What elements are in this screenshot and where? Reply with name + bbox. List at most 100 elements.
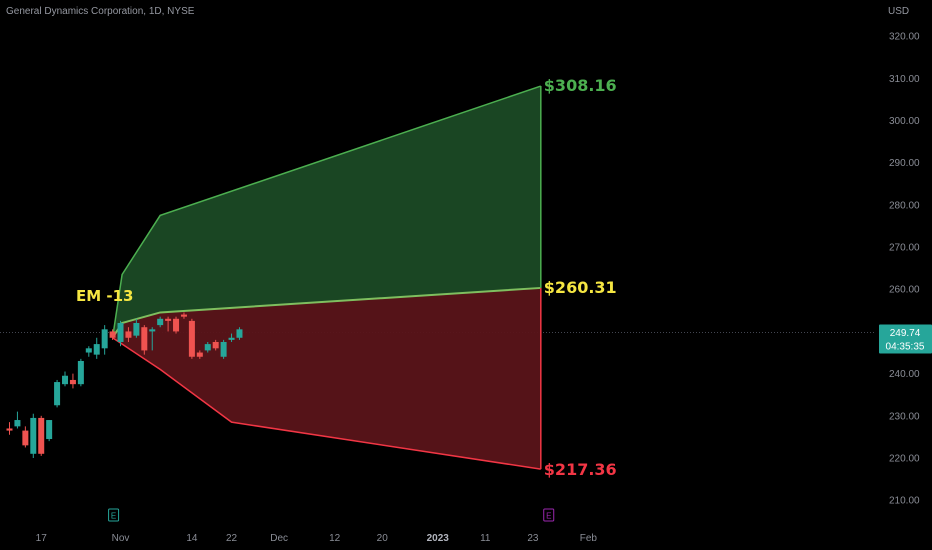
x-tick-label: 14: [186, 533, 198, 544]
earnings-marker-icon: E: [543, 508, 555, 522]
candle-body: [196, 352, 203, 357]
price-axis: 320.00 310.00 300.00 290.00 280.00 270.00 260.…: [879, 32, 932, 507]
candle-body: [77, 360, 84, 385]
candle-body: [236, 329, 243, 338]
candle: [173, 316, 180, 334]
x-tick-label: 2023: [427, 533, 450, 544]
candle: [109, 329, 116, 340]
candle: [22, 426, 29, 448]
y-tick-label: 210.00: [889, 496, 920, 507]
candle: [14, 411, 21, 429]
y-tick-label: 300.00: [889, 116, 920, 127]
mid-band-line: [111, 286, 541, 339]
candle: [85, 346, 92, 357]
candle-body: [204, 344, 211, 351]
candle-body: [141, 327, 148, 351]
candle-body: [6, 428, 13, 431]
lower-target-label: $217.36: [544, 460, 617, 479]
candle-body: [157, 318, 164, 326]
candle-body: [149, 329, 156, 332]
candle-body: [180, 314, 187, 317]
x-tick-label: Feb: [580, 533, 598, 544]
candle: [125, 327, 132, 342]
candle: [46, 420, 53, 442]
candle-body: [220, 341, 227, 357]
candle-body: [109, 331, 116, 338]
y-tick-label: 280.00: [889, 200, 920, 211]
candle-body: [62, 375, 69, 385]
earnings-marker-label: E: [111, 512, 116, 521]
lower-projection-zone: [112, 287, 541, 470]
lower-band-line: [112, 337, 541, 470]
annotations: E E $308.16 $260.31 $217.36 EM -13: [76, 76, 617, 522]
candle-body: [30, 417, 37, 454]
candle-body: [188, 320, 195, 357]
candle-body: [228, 337, 235, 340]
y-tick-label: 320.00: [889, 32, 920, 43]
candle-body: [22, 430, 29, 446]
projection-zones: [0, 85, 876, 470]
candle: [204, 341, 211, 353]
y-tick-label: 310.00: [889, 74, 920, 85]
y-tick-label: 270.00: [889, 243, 920, 254]
candle-body: [133, 322, 140, 336]
chart-title: General Dynamics Corporation, 1D, NYSE: [6, 6, 195, 17]
mid-target-label: $260.31: [544, 278, 617, 297]
candle: [133, 318, 140, 338]
candle: [6, 422, 13, 435]
upper-target-label: $308.16: [544, 76, 617, 95]
candle: [30, 413, 37, 459]
candle: [180, 312, 187, 319]
upper-projection-zone: [112, 86, 541, 338]
candle: [228, 333, 235, 342]
candle: [236, 327, 243, 340]
price-box-countdown: 04:35:35: [886, 342, 925, 353]
candle: [101, 325, 108, 355]
candle: [62, 371, 69, 387]
currency-label: USD: [888, 6, 910, 17]
candle: [93, 337, 100, 359]
candle: [69, 373, 76, 389]
candle: [188, 318, 195, 359]
x-tick-label: Dec: [270, 533, 288, 544]
x-tick-label: 20: [377, 533, 389, 544]
candle-body: [117, 322, 124, 342]
candle-body: [85, 348, 92, 353]
earnings-marker-label: E: [546, 512, 551, 521]
x-tick-label: 17: [36, 533, 48, 544]
candle-body: [173, 318, 180, 332]
time-axis: 17 Nov 14 22 Dec 12 20 2023 11 23 Feb: [36, 533, 598, 544]
candle: [141, 325, 148, 355]
y-tick-label: 260.00: [889, 285, 920, 296]
candles: [6, 312, 243, 459]
candle-body: [93, 344, 100, 355]
x-tick-label: 22: [226, 533, 238, 544]
candle: [38, 415, 45, 456]
x-tick-label: Nov: [112, 533, 130, 544]
candle: [220, 339, 227, 359]
em-label: EM -13: [76, 287, 134, 305]
y-tick-label: 240.00: [889, 369, 920, 380]
earnings-marker-box: [108, 508, 120, 522]
candle-body: [69, 379, 76, 385]
candle-body: [38, 417, 45, 454]
candle-body: [212, 341, 219, 349]
candle-body: [125, 331, 132, 338]
upper-band-line: [111, 85, 542, 338]
y-tick-label: 220.00: [889, 454, 920, 465]
x-tick-label: 11: [480, 533, 491, 544]
candle-body: [46, 420, 53, 440]
y-tick-label: 230.00: [889, 411, 920, 422]
earnings-marker-icon: E: [108, 508, 120, 522]
candle: [54, 379, 61, 408]
candle: [149, 327, 156, 351]
candle: [165, 316, 172, 332]
candle-body: [54, 382, 61, 406]
candle-body: [101, 329, 108, 349]
candle-body: [14, 420, 21, 427]
candle: [157, 316, 164, 328]
candle: [212, 339, 219, 351]
candle: [77, 358, 84, 387]
price-box-value: 249.74: [890, 328, 921, 339]
